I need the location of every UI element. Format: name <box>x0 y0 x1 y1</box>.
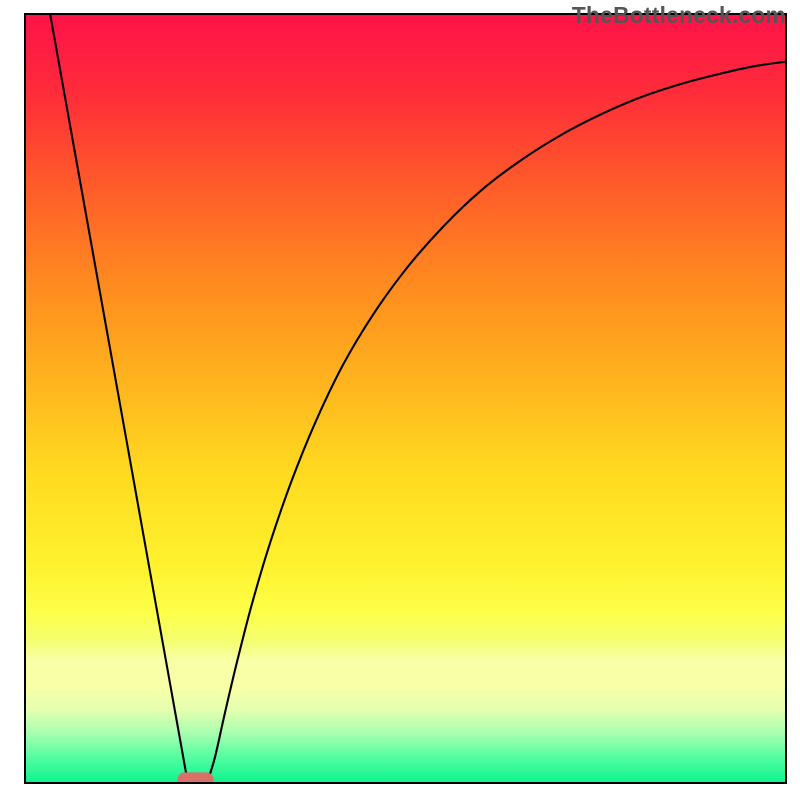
plot-area-group <box>25 14 786 787</box>
watermark-text: TheBottleneck.com <box>572 2 786 29</box>
gradient-fill <box>25 14 786 783</box>
chart-stage: TheBottleneck.com <box>0 0 800 800</box>
chart-svg <box>0 0 800 800</box>
